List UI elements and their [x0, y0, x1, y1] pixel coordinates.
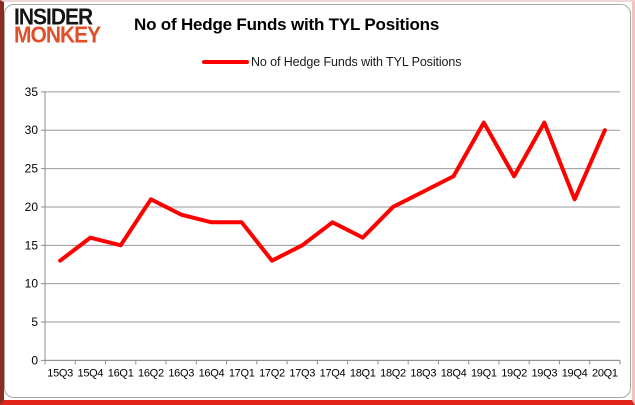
x-tick-label: 15Q4 [78, 367, 104, 379]
logo-text-insider: INSIDER [14, 5, 93, 30]
axes [41, 91, 621, 365]
chart-title: No of Hedge Funds with TYL Positions [134, 15, 440, 34]
x-tick-label: 16Q2 [138, 367, 164, 379]
legend-series-label: No of Hedge Funds with TYL Positions [251, 55, 462, 69]
x-tick-label: 18Q2 [380, 367, 406, 379]
x-tick-label: 18Q3 [410, 367, 436, 379]
y-tick-label: 20 [25, 200, 39, 214]
chart-legend: No of Hedge Funds with TYL Positions [202, 55, 462, 69]
y-tick-label: 0 [31, 353, 38, 367]
insider-monkey-logo: INSIDER MONKEY [14, 5, 101, 49]
y-tick-label: 35 [25, 85, 39, 99]
y-tick-label: 10 [25, 277, 39, 291]
x-tick-label: 18Q1 [350, 367, 376, 379]
legend-line-swatch [202, 60, 249, 64]
gridlines [45, 91, 620, 361]
y-tick-label: 5 [31, 315, 38, 329]
x-tick-label: 19Q3 [531, 367, 557, 379]
x-tick-label: 19Q1 [471, 367, 497, 379]
x-tick-label: 15Q3 [47, 367, 73, 379]
x-tick-label: 16Q1 [108, 367, 134, 379]
x-tick-label: 20Q1 [592, 367, 618, 379]
logo-text-monkey: MONKEY [14, 23, 101, 49]
x-tick-label: 19Q4 [562, 367, 588, 379]
y-tick-label: 25 [25, 162, 39, 176]
x-tick-label: 16Q4 [199, 367, 225, 379]
x-tick-label: 19Q2 [501, 367, 527, 379]
axis-labels: 0 5 10 15 20 25 30 35 15Q3 15Q4 16Q1 16Q2 16Q3 16Q4 17… [25, 85, 619, 380]
x-tick-label: 17Q3 [289, 367, 315, 379]
y-tick-label: 15 [25, 238, 39, 252]
x-tick-label: 18Q4 [441, 367, 467, 379]
series-line [58, 120, 607, 263]
x-tick-label: 17Q4 [320, 367, 346, 379]
y-tick-label: 30 [25, 123, 39, 137]
chart-frame [4, 4, 631, 398]
line-chart-plot: 0 5 10 15 20 25 30 35 15Q3 15Q4 16Q1 16Q2 16Q3 16Q4 17… [25, 85, 621, 380]
x-tick-label: 17Q1 [229, 367, 255, 379]
x-tick-label: 16Q3 [168, 367, 194, 379]
x-tick-label: 17Q2 [259, 367, 285, 379]
